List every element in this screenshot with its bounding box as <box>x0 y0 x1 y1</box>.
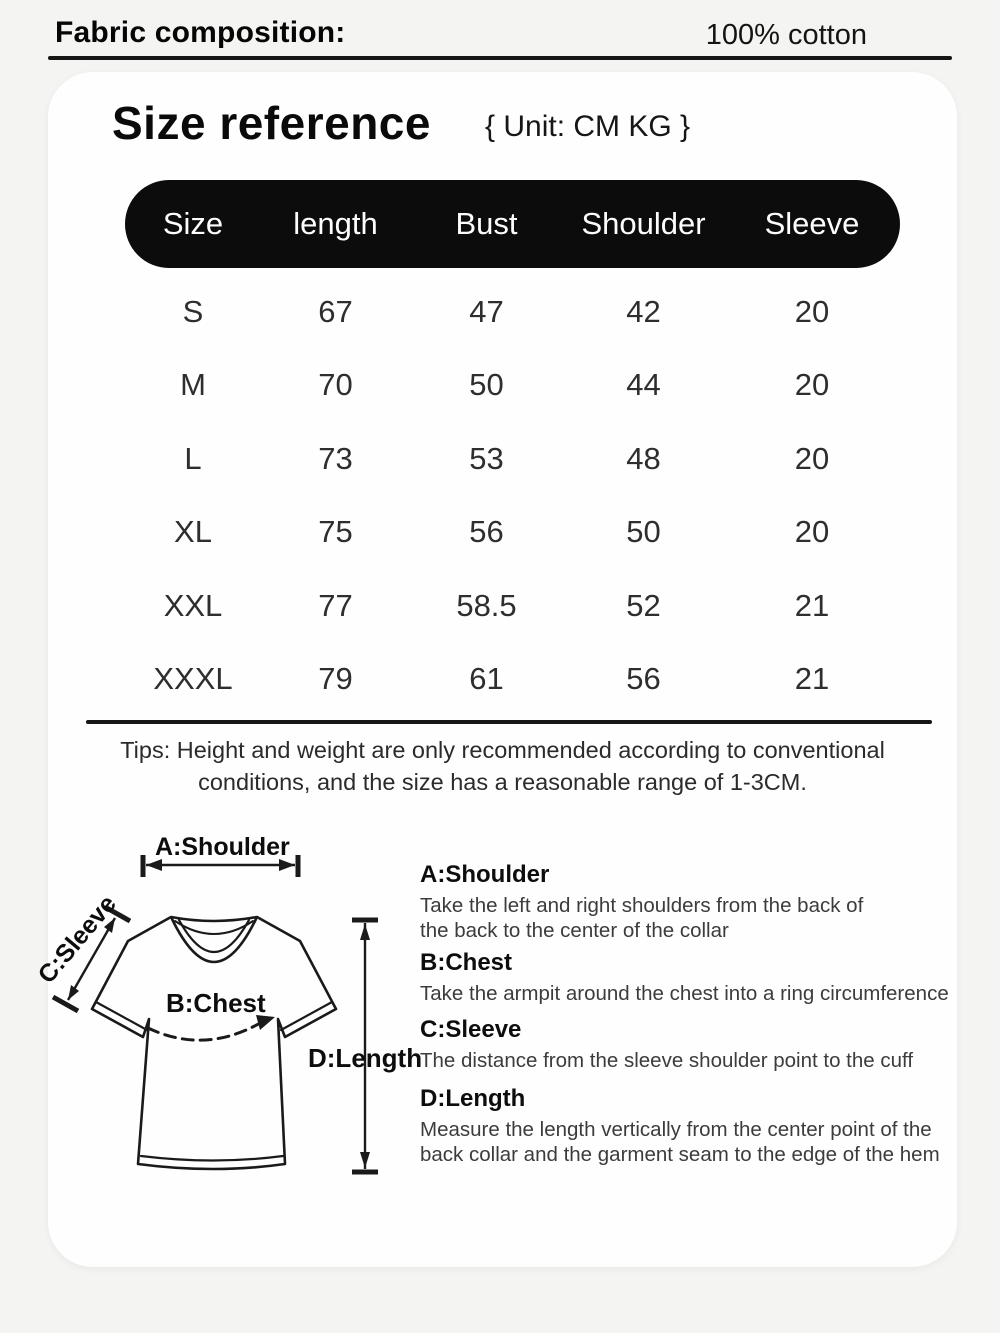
table-row: L 73 53 48 20 <box>125 422 900 496</box>
cell-bust: 56 <box>469 514 504 550</box>
table-row: S 67 47 42 20 <box>125 275 900 349</box>
cell-shoulder: 50 <box>626 514 661 550</box>
legend-length-title: D:Length <box>420 1085 526 1112</box>
cell-sleeve: 20 <box>794 514 830 550</box>
tips-text: Tips: Height and weight are only recomme… <box>48 734 957 798</box>
legend-chest: B:Chest Take the armpit around the chest… <box>420 949 965 1007</box>
column-header-size: Size <box>162 206 224 241</box>
legend-chest-line-1: Take the armpit around the chest into a … <box>420 982 949 1005</box>
table-row: M 70 50 44 20 <box>125 349 900 423</box>
cell-size: XL <box>174 514 212 550</box>
table-row: XL 75 56 50 20 <box>125 496 900 570</box>
tips-line-2: conditions, and the size has a reasonabl… <box>198 769 807 795</box>
cell-bust: 53 <box>469 440 504 476</box>
length-measure-arrow <box>352 917 378 1175</box>
column-header-sleeve: Sleeve <box>764 206 860 241</box>
cell-shoulder: 52 <box>626 587 661 623</box>
chest-measure-dash <box>146 1020 264 1042</box>
sleeve-measure-arrow <box>51 904 132 1014</box>
legend-length: D:Length Measure the length vertically f… <box>420 1085 965 1167</box>
cell-size: M <box>180 367 206 403</box>
cell-bust: 58.5 <box>456 587 517 623</box>
cell-sleeve: 20 <box>794 367 830 403</box>
cell-length: 75 <box>318 514 353 550</box>
size-reference-title: Size reference <box>112 97 431 149</box>
cell-length: 79 <box>318 661 353 697</box>
diagram-shoulder-label: A:Shoulder <box>155 833 290 861</box>
legend-sleeve-title: C:Sleeve <box>420 1016 522 1043</box>
legend-chest-title: B:Chest <box>420 949 513 976</box>
cell-length: 77 <box>318 587 353 623</box>
cell-size: XXL <box>163 587 223 623</box>
cell-shoulder: 56 <box>626 661 661 697</box>
tshirt-measure-diagram <box>51 855 378 1175</box>
fabric-composition-value: 100% cotton <box>705 19 867 51</box>
table-bottom-divider <box>86 720 932 724</box>
diagram-chest-label: B:Chest <box>166 988 266 1018</box>
cell-sleeve: 20 <box>794 440 830 476</box>
legend-shoulder-title: A:Shoulder <box>420 861 550 888</box>
cell-length: 67 <box>318 293 353 329</box>
cell-sleeve: 21 <box>794 587 830 623</box>
size-table-header: Size length Bust Shoulder Sleeve <box>125 180 900 268</box>
shoulder-measure-arrow <box>140 855 301 877</box>
cell-sleeve: 20 <box>794 293 830 329</box>
legend-sleeve: C:Sleeve The distance from the sleeve sh… <box>420 1016 965 1074</box>
legend-shoulder-line-2: the back to the center of the collar <box>420 918 729 942</box>
fabric-composition-label: Fabric composition: <box>55 16 346 49</box>
unit-note: { Unit: CM KG } <box>485 110 691 143</box>
chest-arrowhead <box>256 1015 275 1030</box>
top-divider <box>48 56 952 60</box>
collar-inner-arc <box>177 918 251 953</box>
size-reference-card: Size reference { Unit: CM KG } Size leng… <box>33 72 957 1267</box>
cell-bust: 50 <box>469 367 504 403</box>
left-cuff-line <box>94 1000 149 1032</box>
cell-shoulder: 42 <box>626 293 661 329</box>
legend-shoulder: A:Shoulder Take the left and right shoul… <box>420 861 965 943</box>
legend-length-line-2: back collar and the garment seam to the … <box>420 1142 940 1166</box>
table-row: XXL 77 58.5 52 21 <box>125 569 900 643</box>
column-header-length: length <box>293 206 378 241</box>
cell-bust: 47 <box>469 293 504 329</box>
cell-size: XXXL <box>153 661 233 697</box>
cell-length: 70 <box>318 367 353 403</box>
legend-shoulder-line-1: Take the left and right shoulders from t… <box>420 894 864 917</box>
size-table-body: S 67 47 42 20 M 70 50 44 20 L 73 53 48 2… <box>125 275 900 716</box>
cell-size: L <box>184 440 202 476</box>
cell-sleeve: 21 <box>794 661 830 697</box>
cell-shoulder: 44 <box>626 367 661 403</box>
legend-sleeve-line-1: The distance from the sleeve shoulder po… <box>420 1049 914 1072</box>
tshirt-outline <box>90 915 338 1171</box>
cell-bust: 61 <box>469 661 504 697</box>
cell-shoulder: 48 <box>626 440 661 476</box>
table-row: XXXL 79 61 56 21 <box>125 643 900 717</box>
tips-line-1: Tips: Height and weight are only recomme… <box>120 737 885 763</box>
column-header-shoulder: Shoulder <box>581 206 706 241</box>
right-cuff-line <box>279 1000 334 1032</box>
hem-line <box>139 1154 285 1162</box>
collar-outer-arc <box>170 917 258 964</box>
diagram-length-label: D:Length <box>308 1043 423 1073</box>
legend-length-line-1: Measure the length vertically from the c… <box>420 1118 932 1141</box>
column-header-bust: Bust <box>455 206 518 241</box>
cell-size: S <box>182 293 204 329</box>
cell-length: 73 <box>318 440 353 476</box>
